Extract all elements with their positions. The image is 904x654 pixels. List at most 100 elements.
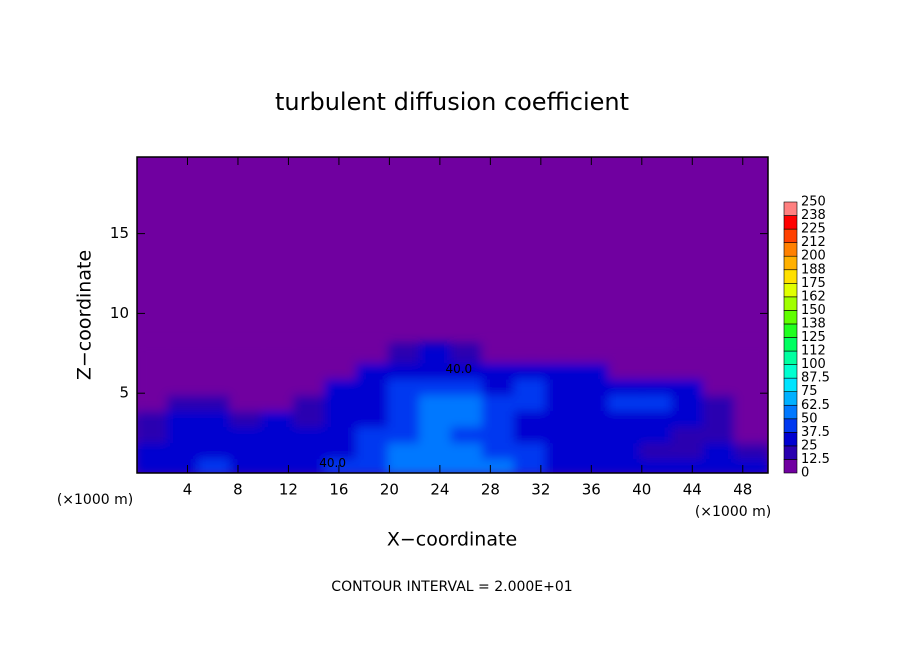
x-tick-label: 20 bbox=[380, 481, 399, 499]
field-cell bbox=[387, 439, 423, 460]
field-cell bbox=[671, 359, 707, 380]
field-cell bbox=[576, 343, 613, 364]
x-tick-label: 48 bbox=[733, 481, 752, 499]
field-cell bbox=[355, 439, 392, 460]
field-cell bbox=[702, 455, 739, 473]
field-cell bbox=[482, 407, 518, 428]
field-cell bbox=[387, 455, 423, 473]
colorbar-label: 25 bbox=[801, 438, 818, 453]
contour-label: 40.0 bbox=[445, 362, 472, 376]
field-cell bbox=[198, 423, 234, 444]
field-cell bbox=[418, 359, 455, 380]
field-cell bbox=[450, 407, 487, 428]
colorbar-label: 250 bbox=[801, 195, 826, 210]
field-cell bbox=[608, 439, 644, 460]
field-cell bbox=[639, 423, 676, 444]
field-cell bbox=[545, 439, 581, 460]
field-cell bbox=[608, 423, 644, 444]
field-cell bbox=[292, 343, 329, 364]
field-cell bbox=[450, 375, 487, 396]
field-cell bbox=[702, 423, 739, 444]
field-cell bbox=[166, 391, 203, 412]
colorbar-swatch bbox=[783, 296, 798, 311]
field-cell bbox=[513, 407, 550, 428]
field-cell bbox=[545, 359, 581, 380]
field-cell bbox=[355, 359, 392, 380]
x-tick-label: 4 bbox=[183, 481, 193, 499]
field-cell bbox=[292, 375, 329, 396]
field-cell bbox=[639, 439, 676, 460]
field-cell bbox=[324, 375, 360, 396]
field-cell bbox=[166, 439, 203, 460]
x-tick-label: 12 bbox=[279, 481, 298, 499]
colorbar-swatch bbox=[783, 337, 798, 352]
field-cell bbox=[734, 343, 768, 364]
field-cell bbox=[229, 343, 266, 364]
field-cell bbox=[702, 407, 739, 428]
field-cell bbox=[734, 439, 768, 460]
field-cell bbox=[292, 359, 329, 380]
field-cell bbox=[639, 455, 676, 473]
plot-frame bbox=[136, 156, 769, 474]
field-cell bbox=[608, 359, 644, 380]
field-cell bbox=[671, 343, 707, 364]
field-cell bbox=[261, 359, 297, 380]
contour-label: 40.0 bbox=[319, 456, 346, 470]
field-cell bbox=[482, 391, 518, 412]
field-cell bbox=[450, 439, 487, 460]
x-unit-label: (×1000 m) bbox=[57, 492, 133, 508]
field-cell bbox=[261, 391, 297, 412]
colorbar-label: 0 bbox=[801, 466, 809, 481]
field-cell bbox=[166, 343, 203, 364]
field-cell bbox=[166, 359, 203, 380]
field-cell bbox=[261, 423, 297, 444]
field-cell bbox=[355, 455, 392, 473]
colorbar-label: 225 bbox=[801, 222, 826, 237]
field-cell bbox=[702, 391, 739, 412]
field-cell bbox=[137, 359, 171, 380]
field-cell bbox=[734, 407, 768, 428]
field-cell bbox=[166, 407, 203, 428]
field-cell bbox=[261, 455, 297, 473]
field-cell bbox=[387, 407, 423, 428]
field-cell bbox=[545, 423, 581, 444]
field-cell bbox=[545, 455, 581, 473]
field-cell bbox=[198, 439, 234, 460]
field-cell bbox=[198, 375, 234, 396]
colorbar-label: 138 bbox=[801, 316, 826, 331]
field-cell bbox=[482, 359, 518, 380]
field-cell bbox=[355, 391, 392, 412]
field-cell bbox=[355, 407, 392, 428]
field-cell bbox=[418, 423, 455, 444]
field-cell bbox=[450, 423, 487, 444]
field-cell bbox=[513, 343, 550, 364]
x-tick-label: 16 bbox=[329, 481, 348, 499]
colorbar-swatch bbox=[783, 432, 798, 447]
field-cell bbox=[513, 375, 550, 396]
colorbar-swatch bbox=[783, 350, 798, 365]
field-cell bbox=[324, 343, 360, 364]
field-cell bbox=[513, 391, 550, 412]
field-cell bbox=[166, 375, 203, 396]
colorbar-label: 200 bbox=[801, 249, 826, 264]
field-cell bbox=[137, 407, 171, 428]
colorbar-swatch bbox=[783, 282, 798, 298]
x-tick-label: 28 bbox=[481, 481, 500, 499]
field-cell bbox=[418, 343, 455, 364]
field-cell bbox=[418, 407, 455, 428]
colorbar-label: 12.5 bbox=[801, 452, 830, 467]
field-cell bbox=[608, 343, 644, 364]
colorbar-label: 150 bbox=[801, 303, 826, 318]
y-tick-label: 10 bbox=[110, 304, 129, 322]
chart-title: turbulent diffusion coefficient bbox=[275, 88, 629, 116]
colorbar-label: 112 bbox=[801, 344, 826, 359]
field-cell bbox=[608, 375, 644, 396]
field-cell bbox=[482, 423, 518, 444]
colorbar-swatch bbox=[783, 310, 798, 325]
field-cell bbox=[198, 455, 234, 473]
field-cell bbox=[229, 359, 266, 380]
field-cell bbox=[734, 359, 768, 380]
field-cell bbox=[513, 423, 550, 444]
field-cell bbox=[576, 375, 613, 396]
